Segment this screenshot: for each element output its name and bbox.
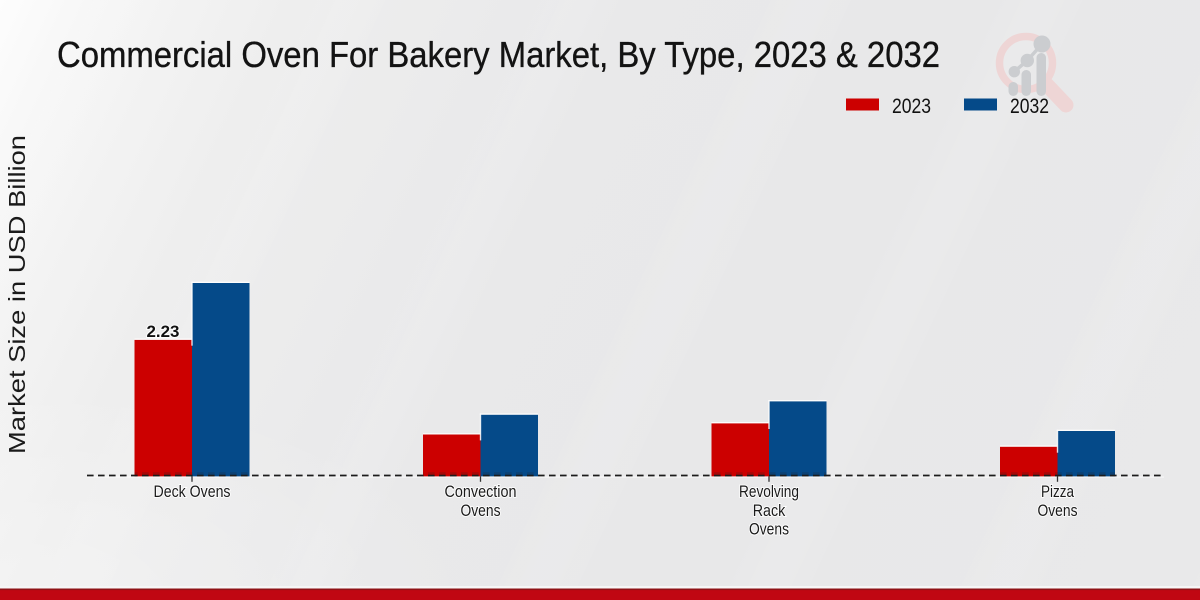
svg-text:Revolving: Revolving [739,482,799,501]
svg-text:2032: 2032 [1010,95,1049,118]
svg-text:2.23: 2.23 [147,323,180,341]
svg-text:Deck Ovens: Deck Ovens [154,482,231,501]
svg-text:Market Size in USD Billion: Market Size in USD Billion [4,135,30,454]
svg-text:Pizza: Pizza [1041,482,1074,501]
svg-text:Commercial Oven For Bakery Mar: Commercial Oven For Bakery Market, By Ty… [57,34,940,75]
svg-text:Convection: Convection [445,482,517,501]
svg-text:Ovens: Ovens [749,520,789,539]
svg-text:Rack: Rack [753,501,786,520]
svg-text:Ovens: Ovens [461,501,501,520]
svg-text:Ovens: Ovens [1038,501,1078,520]
svg-text:2023: 2023 [892,95,931,118]
